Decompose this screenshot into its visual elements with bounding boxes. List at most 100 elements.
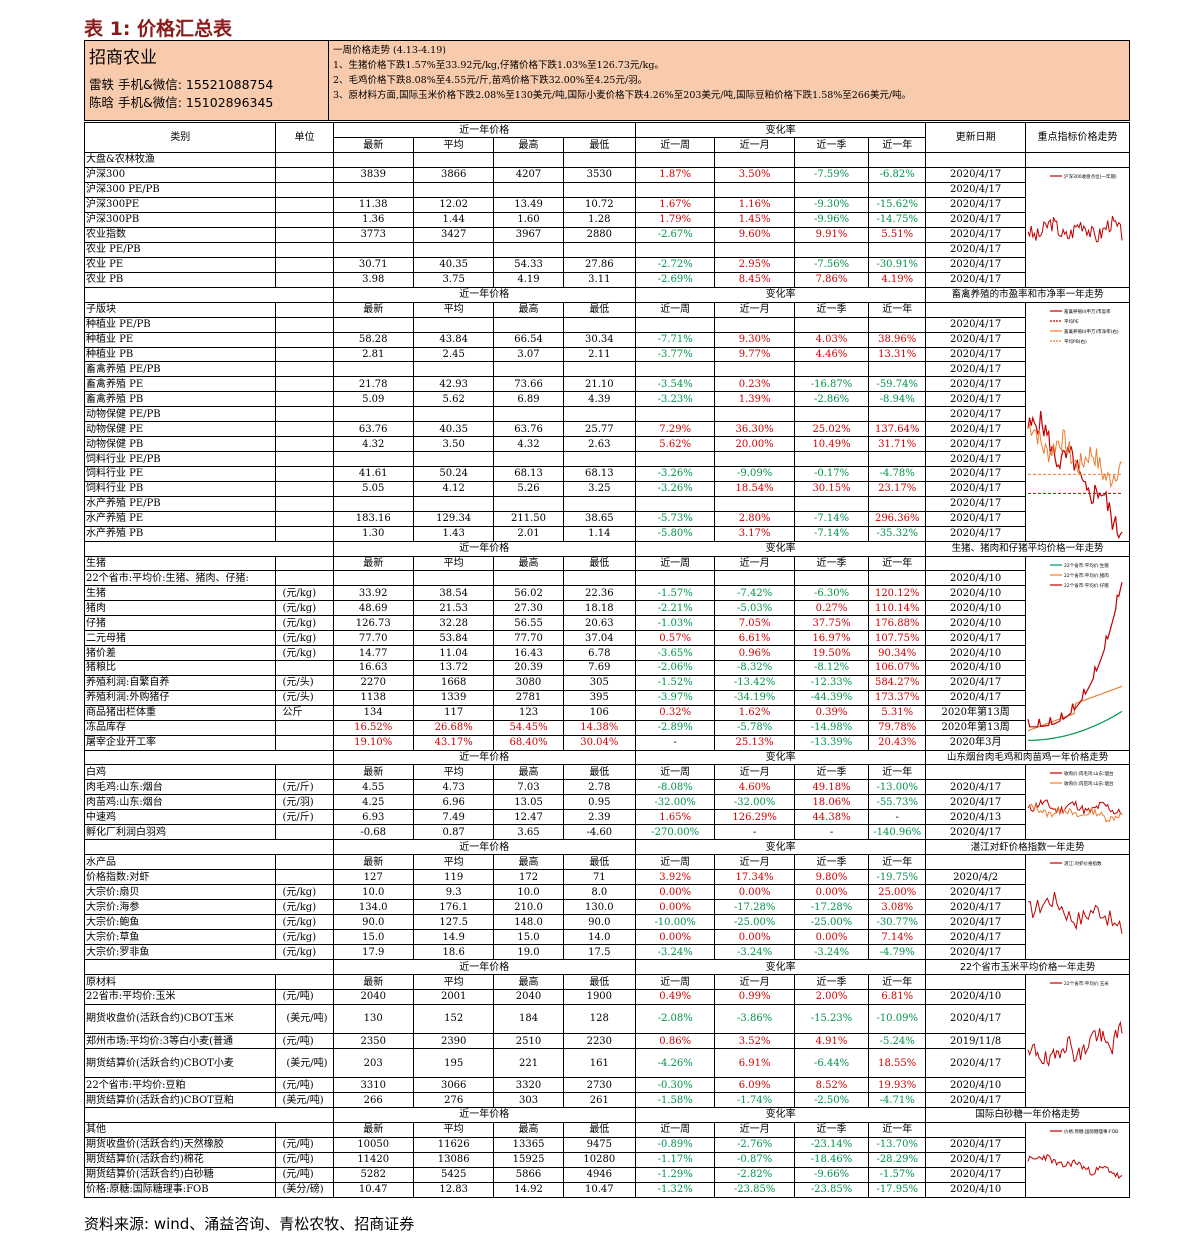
analyst-2: 陈晗 手机&微信: 15102896345: [89, 95, 274, 110]
value-cell: 1.62%: [714, 704, 795, 721]
value-cell: 266: [332, 1092, 414, 1109]
item-name: 期货收盘价(活跃合约)天然橡胶: [83, 1136, 277, 1153]
value-cell: [562, 570, 636, 587]
value-cell: 110.14%: [868, 600, 927, 617]
value-cell: 42.93: [412, 376, 495, 393]
table-row: 水产养殖 PB 1.30 1.43 2.01 1.14 -5.80% 3.17% -7.14%…: [83, 525, 1130, 542]
value-cell: 5.09: [332, 391, 414, 408]
value-cell: 16.63: [332, 659, 414, 676]
update-date: 2020/4/17: [925, 226, 1027, 243]
weekly-item-1: 1、生猪价格下跌1.57%至33.92元/kg,仔猪价格下跌1.03%至126.…: [333, 60, 664, 71]
value-cell: 5.62: [412, 391, 495, 408]
section-divider-row: 近一年价格 变化率 国际白砂糖一年价格走势: [84, 1107, 1130, 1123]
value-cell: 3839: [332, 166, 414, 183]
value-cell: 134.0: [332, 899, 414, 916]
section-header-row: 子版块 最新 平均 最高 最低 近一周 近一月 近一季 近一年 畜禽养殖II(申万)市盈率 平均PE…: [83, 301, 1130, 542]
value-cell: [714, 241, 795, 258]
value-cell: 1.45%: [714, 211, 795, 228]
value-cell: 38.54: [412, 585, 495, 602]
table-row: 农业 PE/PB 2020/4/17: [83, 241, 1130, 258]
value-cell: [493, 406, 564, 423]
value-cell: 31.71%: [868, 436, 927, 453]
update-date: 2020/4/10: [925, 659, 1027, 676]
value-cell: 0.49%: [634, 988, 716, 1005]
value-cell: -32.00%: [714, 794, 795, 811]
value-cell: 107.75%: [868, 630, 927, 647]
value-cell: 172: [493, 869, 564, 886]
item-unit: [275, 570, 334, 587]
value-cell: 4.03%: [793, 331, 870, 348]
value-cell: 0.00%: [793, 929, 870, 946]
section-header-row: 原材料 最新 平均 最高 最低 近一周 近一月 近一季 近一年 22个省市:平均价:玉米: [83, 974, 1130, 1109]
value-cell: 3.50: [412, 436, 495, 453]
value-cell: [493, 241, 564, 258]
update-date: 2020/4/17: [925, 241, 1027, 258]
item-name: 肉毛鸡:山东:烟台: [83, 779, 277, 796]
value-cell: [562, 451, 636, 467]
value-cell: 38.65: [562, 510, 636, 527]
value-cell: 16.52%: [332, 719, 414, 736]
value-cell: [412, 495, 495, 512]
value-cell: 12.02: [412, 196, 495, 213]
update-date: 2020/4/2: [925, 869, 1027, 886]
value-cell: 54.33: [493, 256, 564, 273]
value-cell: -1.74%: [714, 1092, 795, 1109]
item-unit: [275, 854, 334, 871]
subheader-cell: 近一周: [634, 854, 716, 871]
value-cell: [793, 152, 870, 168]
item-unit: (元/kg): [275, 914, 334, 931]
value-cell: [793, 181, 870, 198]
blank-cell: [84, 749, 334, 766]
value-cell: 68.40%: [493, 734, 564, 751]
subheader-cell: 近一季: [793, 555, 870, 572]
blank-cell: [84, 839, 334, 856]
value-cell: 14.9: [412, 929, 495, 946]
table-row: 沪深300 PE/PB 2020/4/17: [83, 181, 1130, 198]
value-cell: 9.3: [412, 884, 495, 901]
update-date: 2020/4/17: [925, 824, 1027, 841]
value-cell: 1900: [562, 988, 636, 1005]
mini-legend-label: 22个省市:平均价:猪肉: [1064, 572, 1109, 579]
value-cell: 184: [493, 1003, 564, 1035]
update-date: 2020/4/17: [925, 689, 1027, 706]
mini-legend-label: 22个省市:平均价:仔猪: [1064, 582, 1109, 589]
update-date: 2020/4/17: [925, 630, 1027, 647]
value-cell: 3066: [412, 1077, 495, 1094]
subheader-cell: 近一年: [868, 974, 927, 990]
value-cell: 4.19: [493, 271, 564, 288]
value-cell: [412, 451, 495, 467]
value-cell: 15925: [493, 1151, 564, 1168]
mini-legend-label: 22个省市:平均价:玉米: [1064, 980, 1109, 987]
value-cell: 44.38%: [793, 809, 870, 826]
value-cell: [493, 152, 564, 168]
item-name: 种植业 PE/PB: [83, 316, 277, 333]
item-name: 大宗价:海参: [83, 899, 277, 916]
subheader-cell: 最高: [493, 301, 564, 318]
chart-corn: 22个省市:平均价:玉米: [1025, 974, 1130, 1109]
item-unit: [275, 271, 334, 288]
table-row: 水产养殖 PE/PB 2020/4/17: [83, 495, 1130, 512]
value-cell: [714, 361, 795, 378]
value-cell: [332, 241, 414, 258]
value-cell: 50.24: [412, 466, 495, 482]
value-cell: [412, 361, 495, 378]
item-name: 大宗价:草鱼: [83, 929, 277, 946]
item-unit: [275, 495, 334, 512]
mini-legend-label: 沪深300收盘点位(一年期): [1064, 173, 1117, 180]
table-row: 沪深300PB 1.36 1.44 1.60 1.28 1.79% 1.45% -9.96% -…: [83, 211, 1130, 228]
value-cell: 11626: [412, 1136, 495, 1153]
section-header-row: 生猪 最新 平均 最高 最低 近一周 近一月 近一季 近一年 22个省市:平均价:生猪 22个省市:…: [83, 555, 1130, 751]
table-row: 饲料行业 PB 5.05 4.12 5.26 3.25 -3.26% 18.54% 30.15…: [83, 480, 1130, 497]
subheader-cell: 近一年: [868, 764, 927, 781]
value-cell: 2.81: [332, 346, 414, 363]
value-cell: -2.76%: [714, 1136, 795, 1153]
value-cell: 6.96: [412, 794, 495, 811]
item-unit: [275, 391, 334, 408]
value-cell: 5425: [412, 1166, 495, 1183]
value-cell: 7.05%: [714, 615, 795, 632]
value-cell: -23.85%: [793, 1181, 870, 1198]
update-date: 2020/4/10: [925, 570, 1027, 587]
subheader-cell: 最低: [562, 764, 636, 781]
value-cell: 10050: [332, 1136, 414, 1153]
value-cell: 3427: [412, 226, 495, 243]
